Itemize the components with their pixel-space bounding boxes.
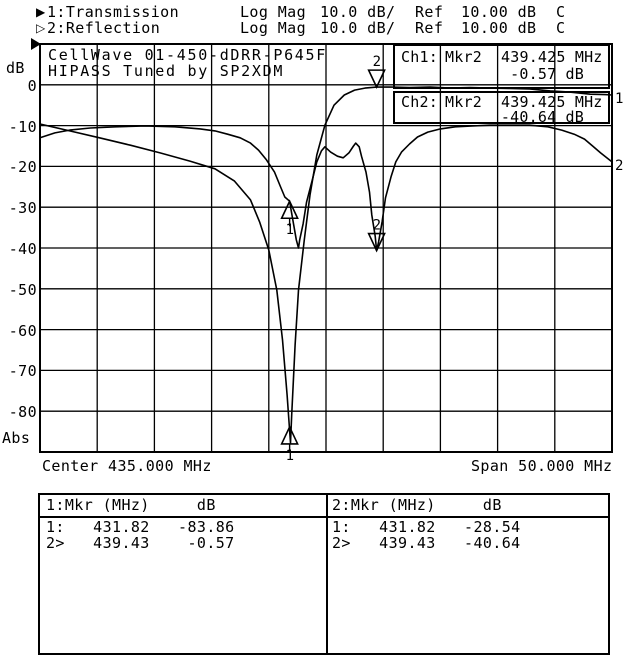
channel-2-active-icon: ▷ <box>36 21 46 35</box>
y-axis-abs-label: Abs <box>2 429 31 447</box>
ch1-readout-channel: Ch1: <box>401 48 438 66</box>
ch2-readout-freq: 439.425 MHz <box>501 93 603 111</box>
ch2-readout-marker: Mkr2 <box>445 93 482 111</box>
y-tick-label: -30 <box>8 199 37 218</box>
trace-2-end-label: 2 <box>615 158 623 174</box>
marker-table-right-row-1: 1: 431.82 -28.54 <box>332 518 521 536</box>
ch1-readout-freq: 439.425 MHz <box>501 48 603 66</box>
y-tick-label: -80 <box>8 403 37 422</box>
marker-table-right-header: 2:Mkr (MHz) dB <box>332 496 502 514</box>
channel-1-scale: 10.0 dB/ <box>320 3 396 21</box>
channel-2-label: 2:Reflection <box>47 19 161 37</box>
channel-1-format: Log Mag <box>240 3 307 21</box>
channel-1-ref-value: 10.00 dB <box>461 3 537 21</box>
marker-table-right-row-2: 2> 439.43 -40.64 <box>332 534 521 552</box>
ch2-readout-channel: Ch2: <box>401 93 438 111</box>
channel-2-ref-label: Ref <box>415 19 444 37</box>
ch2-marker-readout-box: Ch2: Mkr2 439.425 MHz -40.64 dB <box>393 91 610 126</box>
ch1-readout-marker: Mkr2 <box>445 48 482 66</box>
ch2-marker-2-label: 2 <box>373 218 381 234</box>
marker-table-left-row-2: 2> 439.43 -0.57 <box>46 534 235 552</box>
marker-table: 1:Mkr (MHz) dB 1: 431.82 -83.86 2> 439.4… <box>38 493 610 655</box>
trace-1-end-label: 1 <box>615 91 623 107</box>
trace-reflection <box>39 124 613 252</box>
plot-title-line1: CellWave 01-450-dDRR-P645F <box>48 46 327 64</box>
ch2-readout-value: -40.64 dB <box>500 108 584 126</box>
channel-1-status: C <box>556 3 566 21</box>
y-tick-label: -20 <box>8 158 37 177</box>
y-axis-unit-label: dB <box>6 59 25 77</box>
channel-2-format: Log Mag <box>240 19 307 37</box>
y-tick-label: -70 <box>8 362 37 381</box>
ch1-marker-2-label: 2 <box>373 54 381 70</box>
ch1-marker-readout-box: Ch1: Mkr2 439.425 MHz -0.57 dB <box>393 44 610 89</box>
ch1-marker-2-symbol <box>367 69 386 90</box>
marker-table-left-header: 1:Mkr (MHz) dB <box>46 496 216 514</box>
marker-table-header-rule <box>40 516 608 518</box>
ch2-marker-2-symbol <box>367 232 386 253</box>
ch1-marker-1-label: 1 <box>286 448 294 464</box>
channel-2-scale: 10.0 dB/ <box>320 19 396 37</box>
channel-2-ref-value: 10.00 dB <box>461 19 537 37</box>
x-axis-span-label: Span 50.000 MHz <box>471 457 613 475</box>
y-tick-label: 0 <box>27 76 37 95</box>
ch1-readout-value: -0.57 dB <box>510 65 584 83</box>
y-tick-label: -60 <box>8 321 37 340</box>
marker-table-divider <box>326 495 328 653</box>
channel-2-status: C <box>556 19 566 37</box>
y-tick-label: -10 <box>8 117 37 136</box>
y-tick-label: -40 <box>8 240 37 258</box>
ch2-marker-1-label: 1 <box>286 222 294 238</box>
x-axis-center-label: Center 435.000 MHz <box>42 457 212 475</box>
plot-border <box>39 43 613 453</box>
channel-1-active-icon: ▶ <box>36 5 46 19</box>
marker-table-left-row-1: 1: 431.82 -83.86 <box>46 518 235 536</box>
y-tick-label: -50 <box>8 280 37 299</box>
channel-1-label: 1:Transmission <box>47 3 180 21</box>
plot-title-line2: HIPASS Tuned by SP2XDM <box>48 62 285 80</box>
reference-level-icon <box>31 38 41 50</box>
channel-1-ref-label: Ref <box>415 3 444 21</box>
